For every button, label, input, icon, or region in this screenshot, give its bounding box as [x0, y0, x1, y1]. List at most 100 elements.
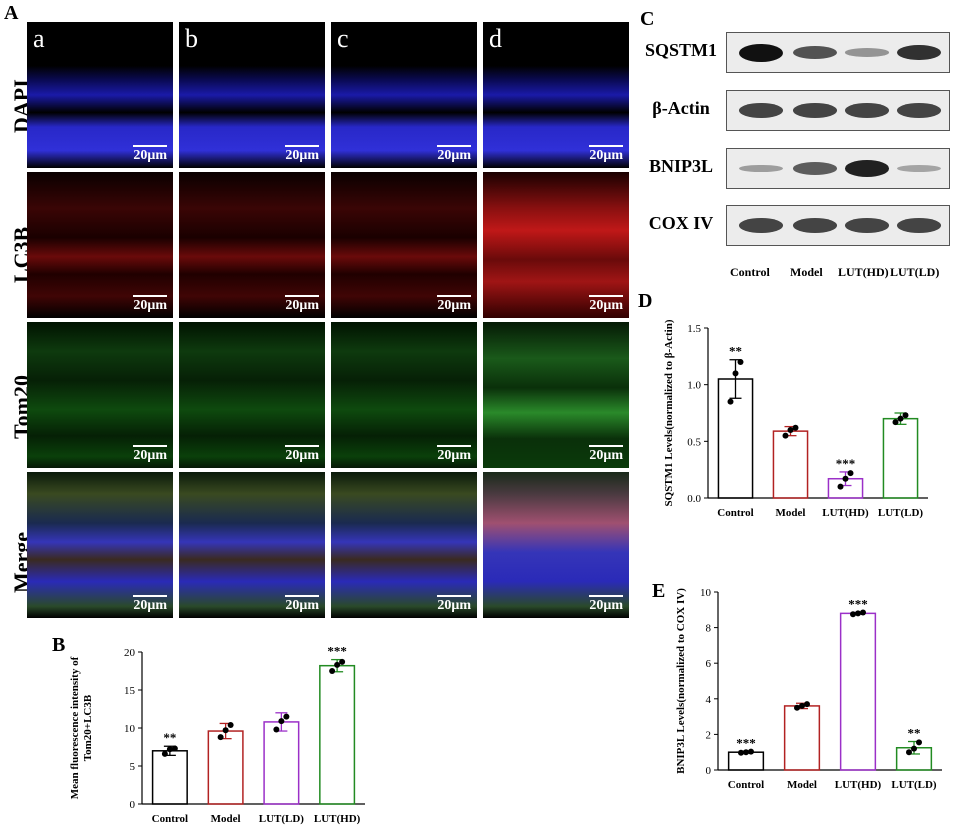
micrograph-tom20-b: 20μm [179, 322, 325, 468]
data-point [339, 658, 346, 665]
y-tick-label: 8 [706, 623, 712, 635]
data-point [911, 745, 917, 752]
data-point [283, 713, 290, 720]
blot-label-0: SQSTM1 [644, 40, 718, 60]
blot-band [897, 164, 941, 173]
significance-marker: *** [327, 644, 347, 659]
data-point [748, 748, 754, 755]
x-tick-label: LUT(HD) [835, 779, 882, 791]
data-point [916, 739, 922, 746]
blot-band [845, 48, 889, 57]
blot-strip-1 [726, 90, 950, 131]
micrograph-lc3b-d: 20μm [483, 172, 629, 318]
micrograph-merge-d: 20μm [483, 472, 629, 618]
x-tick-label: Model [787, 779, 817, 791]
subpanel-label: d [489, 24, 502, 53]
y-axis-label: Mean fluorescence intensity ofTom20+LC3B [69, 656, 94, 799]
blot-label-2: BNIP3L [648, 156, 713, 176]
data-point [737, 359, 744, 365]
data-point [782, 432, 789, 439]
data-point [743, 749, 749, 756]
data-point [902, 412, 909, 419]
data-point [161, 750, 168, 757]
data-point [860, 609, 866, 616]
chart-b: 0 5 10 15 20 Mean fluorescence intensity ofTo… [69, 644, 365, 825]
bar [839, 612, 877, 771]
significance-marker: ** [163, 730, 176, 745]
scale-bar: 20μm [133, 595, 167, 613]
y-tick-label: 0 [130, 799, 136, 811]
subpanel-label: b [185, 24, 198, 53]
y-tick-label: 1.0 [687, 380, 701, 392]
data-point [273, 726, 280, 733]
micrograph-merge-c: 20μm [331, 472, 477, 618]
blot-band [793, 218, 837, 233]
blot-strip-0 [726, 32, 950, 73]
blot-band [739, 103, 783, 118]
scale-bar: 20μm [437, 595, 471, 613]
scale-bar: 20μm [437, 295, 471, 313]
y-axis-label: BNIP3L Levels(normalized to COX IV) [675, 588, 687, 774]
data-point [222, 727, 229, 734]
blot-lane-label: Model [790, 265, 823, 279]
y-tick-label: 10 [124, 723, 136, 735]
panel-a-letter: A [4, 2, 19, 24]
blot-band [897, 218, 941, 233]
blot-band [739, 164, 783, 173]
bar [882, 417, 919, 499]
scale-bar: 20μm [437, 145, 471, 163]
blot-label-1: β-Actin [652, 98, 710, 118]
blot-band [739, 43, 783, 62]
scale-bar: 20μm [133, 295, 167, 313]
panel-c-letter: C [640, 8, 655, 30]
blot-strip-2 [726, 148, 950, 189]
data-point [804, 701, 810, 708]
blot-band [793, 162, 837, 175]
y-tick-label: 0.0 [687, 493, 701, 505]
y-tick-label: 4 [706, 694, 712, 706]
scale-bar: 20μm [133, 145, 167, 163]
panel-e-letter: E [652, 580, 666, 602]
y-tick-label: 1.5 [687, 323, 701, 335]
micrograph-dapi-b: b 20μm [179, 22, 325, 168]
micrograph-dapi-d: d 20μm [483, 22, 629, 168]
significance-marker: ** [908, 726, 921, 741]
subpanel-label: a [33, 24, 45, 53]
blot-label-3: COX IV [648, 213, 714, 233]
subpanel-label: c [337, 24, 349, 53]
data-point [166, 746, 173, 753]
significance-marker: *** [848, 596, 868, 611]
scale-bar: 20μm [437, 445, 471, 463]
data-point [217, 734, 224, 741]
data-point [794, 704, 800, 711]
data-point [329, 668, 336, 674]
scale-bar: 20μm [133, 445, 167, 463]
chart-d: 0.0 0.5 1.0 1.5 SQSTM1 Levels(normalized to … [663, 319, 928, 519]
x-tick-label: Model [776, 507, 806, 519]
y-tick-label: 0 [706, 765, 712, 777]
scale-bar: 20μm [589, 145, 623, 163]
blot-lane-label: Control [730, 265, 770, 279]
micrograph-merge-a: 20μm [27, 472, 173, 618]
bar [319, 664, 356, 805]
bar [783, 705, 821, 771]
micrograph-lc3b-c: 20μm [331, 172, 477, 318]
data-point [334, 661, 341, 668]
bar [207, 730, 244, 805]
data-point [792, 424, 799, 431]
data-point [897, 415, 904, 422]
data-point [732, 370, 739, 377]
data-point [855, 610, 861, 617]
blot-band [897, 44, 941, 61]
blot-band [845, 218, 889, 233]
bar [263, 721, 300, 805]
panel-d-letter: D [638, 290, 653, 312]
x-tick-label: Control [728, 779, 764, 791]
blot-band [845, 160, 889, 177]
data-point [847, 470, 854, 477]
data-point [837, 483, 844, 490]
y-tick-label: 5 [130, 761, 136, 773]
data-point [842, 475, 849, 482]
blot-lane-label: LUT(HD) [838, 265, 889, 279]
significance-marker: *** [736, 735, 756, 750]
